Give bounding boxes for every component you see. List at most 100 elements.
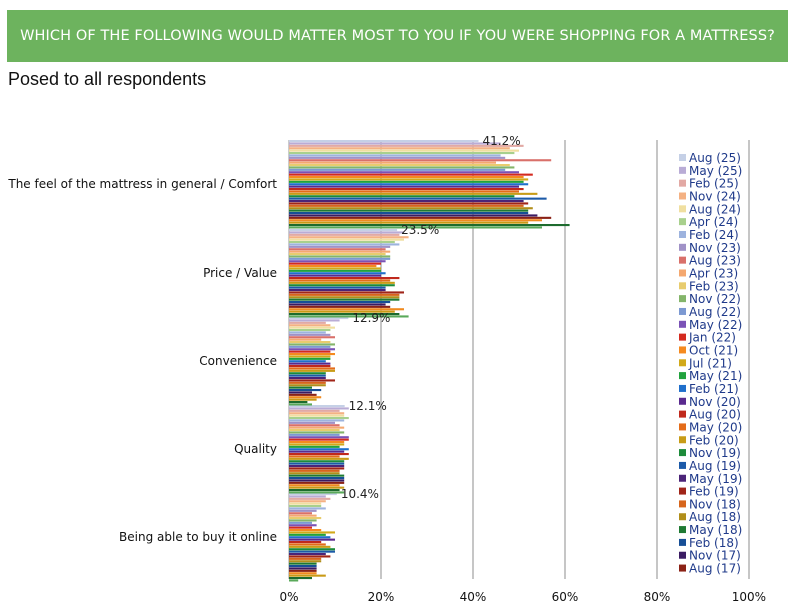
legend-swatch bbox=[679, 269, 686, 277]
bar bbox=[289, 386, 312, 389]
bar bbox=[289, 450, 345, 453]
bar bbox=[289, 164, 510, 167]
legend-swatch bbox=[679, 359, 686, 367]
bar bbox=[289, 291, 404, 294]
bar bbox=[289, 431, 345, 434]
bar bbox=[289, 436, 349, 439]
bar bbox=[289, 301, 391, 304]
bar bbox=[289, 200, 524, 203]
bar bbox=[289, 484, 340, 487]
bar bbox=[289, 231, 404, 234]
legend-swatch bbox=[679, 551, 686, 559]
legend-swatch bbox=[679, 436, 686, 444]
legend-swatch bbox=[679, 346, 686, 354]
bar bbox=[289, 562, 317, 565]
data-label: 41.2% bbox=[483, 134, 521, 148]
bar bbox=[289, 517, 322, 520]
bar bbox=[289, 341, 331, 344]
bar bbox=[289, 381, 326, 384]
bar bbox=[289, 445, 340, 448]
bar bbox=[289, 474, 345, 477]
legend-swatch bbox=[679, 423, 686, 431]
data-label: 12.9% bbox=[352, 311, 390, 325]
bar bbox=[289, 176, 524, 179]
bar bbox=[289, 548, 335, 551]
bar bbox=[289, 229, 398, 232]
legend-swatch bbox=[679, 256, 686, 264]
legend-label: Feb (23) bbox=[689, 279, 739, 293]
bar bbox=[289, 216, 552, 219]
bar bbox=[289, 357, 331, 360]
chart-subtitle: Posed to all respondents bbox=[8, 69, 207, 89]
bar bbox=[289, 313, 400, 316]
bar bbox=[289, 236, 409, 239]
x-tick-label: 20% bbox=[368, 590, 395, 604]
legend-swatch bbox=[679, 384, 686, 392]
bar bbox=[289, 495, 326, 498]
bar bbox=[289, 389, 322, 392]
legend-label: Jul (21) bbox=[688, 356, 732, 370]
legend-label: Aug (22) bbox=[689, 305, 741, 319]
bar bbox=[289, 393, 317, 396]
bar bbox=[289, 412, 345, 415]
legend-swatch bbox=[679, 205, 686, 213]
legend-label: Feb (21) bbox=[689, 382, 739, 396]
bar bbox=[289, 455, 340, 458]
bar bbox=[289, 345, 331, 348]
bar bbox=[289, 204, 524, 207]
bar bbox=[289, 333, 331, 336]
legend-swatch bbox=[679, 397, 686, 405]
bar bbox=[289, 360, 326, 363]
bar bbox=[289, 479, 345, 482]
legend-label: Aug (25) bbox=[689, 151, 741, 165]
bar bbox=[289, 524, 317, 527]
bar bbox=[289, 460, 345, 463]
bar bbox=[289, 248, 386, 251]
bar bbox=[289, 509, 317, 512]
bar bbox=[289, 265, 377, 268]
x-tick-label: 40% bbox=[460, 590, 487, 604]
bar bbox=[289, 233, 400, 236]
legend-swatch bbox=[679, 166, 686, 174]
legend-swatch bbox=[679, 410, 686, 418]
bar bbox=[289, 178, 529, 181]
bar bbox=[289, 274, 381, 277]
legend-swatch bbox=[679, 307, 686, 315]
bar bbox=[289, 277, 400, 280]
legend-swatch bbox=[679, 449, 686, 457]
bar bbox=[289, 377, 326, 380]
bar bbox=[289, 426, 345, 429]
legend-swatch bbox=[679, 500, 686, 508]
bar bbox=[289, 396, 322, 399]
bar bbox=[289, 502, 322, 505]
bar bbox=[289, 569, 317, 572]
category-label: The feel of the mattress in general / Co… bbox=[7, 177, 277, 191]
bar bbox=[289, 433, 340, 436]
bar bbox=[289, 308, 404, 311]
legend-label: Aug (18) bbox=[689, 510, 741, 524]
bar bbox=[289, 421, 335, 424]
bar bbox=[289, 438, 349, 441]
bar bbox=[289, 491, 345, 494]
bar bbox=[289, 183, 529, 186]
bar bbox=[289, 567, 317, 570]
bar bbox=[289, 531, 335, 534]
bar bbox=[289, 369, 335, 372]
legend-label: Nov (22) bbox=[689, 292, 741, 306]
bar bbox=[289, 472, 340, 475]
legend-label: Nov (19) bbox=[689, 446, 741, 460]
bar bbox=[289, 159, 552, 162]
x-tick-label: 100% bbox=[732, 590, 766, 604]
bar bbox=[289, 572, 317, 575]
legend-label: Nov (24) bbox=[689, 189, 741, 203]
bar bbox=[289, 156, 506, 159]
title-banner: WHICH OF THE FOLLOWING WOULD MATTER MOST… bbox=[7, 10, 788, 62]
bar bbox=[289, 149, 519, 152]
legend-swatch bbox=[679, 513, 686, 521]
bar bbox=[289, 152, 515, 155]
bar bbox=[289, 224, 570, 227]
legend-label: Feb (20) bbox=[689, 433, 739, 447]
bar bbox=[289, 553, 326, 556]
bar bbox=[289, 512, 312, 515]
bar bbox=[289, 262, 381, 265]
